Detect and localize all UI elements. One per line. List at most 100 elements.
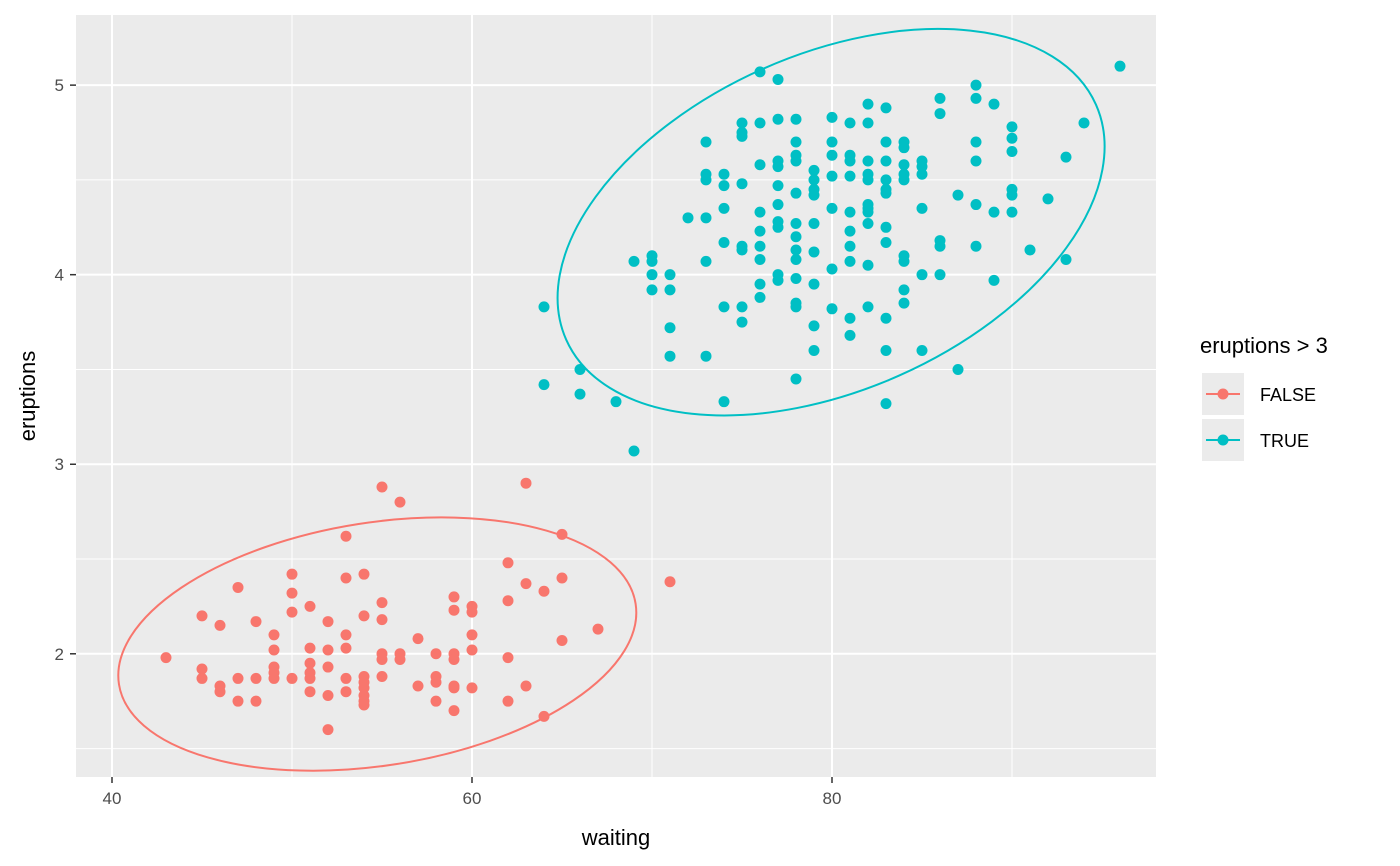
point-false [358, 610, 370, 622]
point-false [286, 587, 298, 599]
x-tick-label: 80 [823, 789, 842, 808]
point-false [322, 689, 334, 701]
point-false [304, 686, 316, 698]
point-true [970, 155, 982, 167]
point-true [862, 117, 874, 129]
point-true [682, 212, 694, 224]
point-true [664, 284, 676, 296]
point-true [646, 255, 658, 267]
point-false [340, 672, 352, 684]
point-false [322, 724, 334, 736]
point-true [754, 291, 766, 303]
point-true [628, 255, 640, 267]
point-true [646, 284, 658, 296]
point-false [160, 652, 172, 664]
point-true [736, 301, 748, 313]
point-true [772, 161, 784, 173]
point-true [790, 373, 802, 385]
point-true [844, 206, 856, 218]
point-true [1006, 189, 1018, 201]
point-false [466, 629, 478, 641]
grid-major [76, 15, 1156, 777]
point-true [898, 174, 910, 186]
point-true [790, 136, 802, 148]
point-true [538, 379, 550, 391]
point-false [502, 695, 514, 707]
point-true [934, 269, 946, 281]
point-true [1114, 60, 1126, 72]
point-false [286, 672, 298, 684]
y-tick-label: 5 [55, 76, 64, 95]
point-true [664, 269, 676, 281]
point-false [520, 477, 532, 489]
point-true [826, 202, 838, 214]
point-true [880, 236, 892, 248]
point-true [754, 254, 766, 266]
point-true [862, 218, 874, 230]
point-false [448, 653, 460, 665]
point-false [286, 568, 298, 580]
point-false [232, 695, 244, 707]
point-true [790, 231, 802, 243]
point-true [826, 170, 838, 182]
point-true [862, 174, 874, 186]
point-true [826, 111, 838, 123]
point-false [196, 672, 208, 684]
point-false [520, 680, 532, 692]
point-true [880, 345, 892, 357]
point-false [448, 604, 460, 616]
point-true [826, 303, 838, 315]
point-true [844, 312, 856, 324]
point-true [808, 174, 820, 186]
point-true [718, 236, 730, 248]
point-true [754, 66, 766, 78]
point-false [412, 680, 424, 692]
point-true [970, 240, 982, 252]
point-true [700, 212, 712, 224]
point-true [736, 244, 748, 256]
point-true [862, 206, 874, 218]
point-false [322, 644, 334, 656]
point-false [412, 633, 424, 645]
point-true [538, 301, 550, 313]
point-true [844, 255, 856, 267]
point-false [376, 597, 388, 609]
y-axis-title: eruptions [15, 351, 40, 442]
point-true [772, 274, 784, 286]
point-true [790, 113, 802, 125]
point-true [862, 301, 874, 313]
point-true [844, 329, 856, 341]
point-false [556, 572, 568, 584]
point-true [646, 269, 658, 281]
point-true [736, 117, 748, 129]
axis-ticks [70, 84, 833, 783]
point-false [466, 682, 478, 694]
point-true [664, 322, 676, 334]
legend-label-true: TRUE [1260, 431, 1309, 451]
point-false [232, 581, 244, 593]
point-false [340, 629, 352, 641]
point-true [916, 161, 928, 173]
point-true [880, 221, 892, 233]
axis-tick-labels: 40 60 80 2 3 4 5 [55, 76, 842, 808]
point-false [466, 644, 478, 656]
point-true [952, 363, 964, 375]
point-false [394, 496, 406, 508]
point-true [880, 155, 892, 167]
point-false [268, 644, 280, 656]
point-false [430, 676, 442, 688]
point-true [916, 168, 928, 180]
point-false [376, 614, 388, 626]
point-false [340, 572, 352, 584]
point-true [916, 202, 928, 214]
point-false [448, 705, 460, 717]
point-true [880, 187, 892, 199]
point-false [556, 528, 568, 540]
point-false [664, 576, 676, 588]
point-true [898, 284, 910, 296]
point-false [376, 671, 388, 683]
legend-key-point [1217, 434, 1229, 446]
legend-label-false: FALSE [1260, 385, 1316, 405]
point-true [790, 155, 802, 167]
point-true [844, 117, 856, 129]
